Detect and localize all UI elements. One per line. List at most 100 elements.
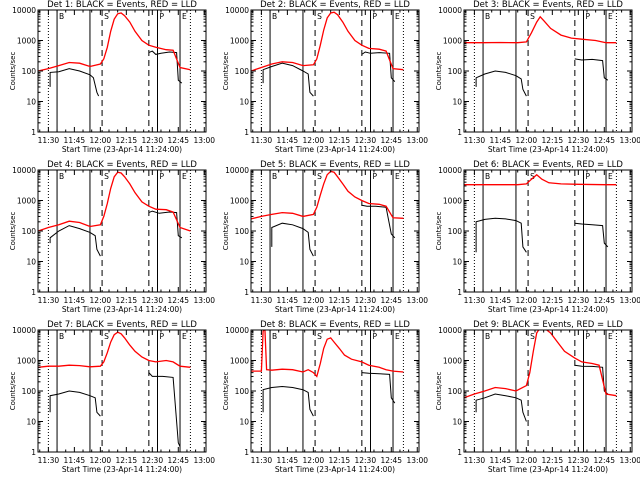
series-events-segment-1 xyxy=(271,222,314,257)
y-tick-label: 10 xyxy=(452,98,462,107)
axes-frame xyxy=(250,169,420,293)
x-tick-label: 11:45 xyxy=(490,136,512,145)
series-events-segment-2 xyxy=(148,50,183,84)
x-tick-label: 12:00 xyxy=(303,296,325,305)
y-tick-label: 1000 xyxy=(230,197,249,206)
y-tick-label: 100 xyxy=(22,67,37,76)
y-tick-label: 10 xyxy=(26,258,36,267)
series-lld-segment-1 xyxy=(38,171,191,232)
series-events-segment-2 xyxy=(574,222,609,248)
y-tick-label: 100 xyxy=(22,387,37,396)
plot-area xyxy=(251,330,404,417)
x-tick-label: 11:45 xyxy=(277,456,299,465)
marker-b: B xyxy=(59,332,64,341)
marker-s: S xyxy=(317,332,322,341)
plot-area xyxy=(464,15,617,97)
x-tick-label: 12:45 xyxy=(593,296,615,305)
y-tick-label: 10 xyxy=(452,258,462,267)
x-tick-label: 11:30 xyxy=(251,136,273,145)
series-lld-segment-1 xyxy=(251,330,404,378)
x-tick-label: 11:45 xyxy=(64,296,86,305)
y-tick-label: 1000 xyxy=(443,357,462,366)
x-tick-label: 12:15 xyxy=(542,456,564,465)
x-tick-label: 11:30 xyxy=(38,296,60,305)
x-tick-label: 12:15 xyxy=(329,136,351,145)
x-tick-label: 11:30 xyxy=(251,296,273,305)
series-events-segment-2 xyxy=(361,51,396,82)
series-lld-segment-1 xyxy=(464,330,617,399)
y-tick-label: 10000 xyxy=(438,326,462,335)
x-tick-label: 11:45 xyxy=(490,456,512,465)
x-tick-label: 11:30 xyxy=(38,136,60,145)
x-tick-label: 12:15 xyxy=(542,136,564,145)
panel-det-3: Det 3: BLACK = Events, RED = LLD B S P E 1 10 1… xyxy=(435,0,640,154)
x-tick-label: 13:00 xyxy=(406,296,428,305)
x-tick-label: 11:30 xyxy=(464,136,486,145)
x-tick-label: 12:00 xyxy=(516,296,538,305)
y-tick-label: 100 xyxy=(22,227,37,236)
marker-s: S xyxy=(530,12,535,21)
panel-title: Det 4: BLACK = Events, RED = LLD xyxy=(47,160,197,170)
y-axis-label: Counts/sec xyxy=(9,52,17,91)
y-tick-label: 10000 xyxy=(12,6,36,15)
x-tick-label: 13:00 xyxy=(619,456,640,465)
marker-b: B xyxy=(485,12,490,21)
x-tick-label: 12:45 xyxy=(167,296,189,305)
marker-p: P xyxy=(586,12,591,21)
marker-e: E xyxy=(608,12,613,21)
y-tick-label: 10000 xyxy=(225,326,249,335)
marker-s: S xyxy=(104,172,109,181)
axes-frame xyxy=(463,9,633,133)
y-tick-label: 10000 xyxy=(225,6,249,15)
x-tick-label: 12:45 xyxy=(167,456,189,465)
marker-p: P xyxy=(373,332,378,341)
series-events-segment-2 xyxy=(148,210,183,239)
y-tick-label: 10000 xyxy=(12,166,36,175)
panel-title: Det 7: BLACK = Events, RED = LLD xyxy=(47,320,197,330)
x-tick-label: 12:45 xyxy=(380,136,402,145)
y-tick-label: 100 xyxy=(235,227,250,236)
panel-det-1: Det 1: BLACK = Events, RED = LLD B S P E 1 10 1… xyxy=(9,0,215,154)
axes-frame xyxy=(37,9,207,133)
series-events-segment-2 xyxy=(361,372,396,404)
y-tick-label: 10000 xyxy=(12,326,36,335)
panel-title: Det 6: BLACK = Events, RED = LLD xyxy=(473,160,623,170)
x-tick-label: 12:30 xyxy=(354,296,376,305)
marker-s: S xyxy=(104,12,109,21)
marker-p: P xyxy=(373,12,378,21)
x-tick-label: 11:30 xyxy=(464,296,486,305)
panel-det-5: Det 5: BLACK = Events, RED = LLD B S P E 1 10 1… xyxy=(222,160,428,314)
series-events-segment-1 xyxy=(475,393,527,422)
x-tick-label: 12:00 xyxy=(516,456,538,465)
panel-det-9: Det 9: BLACK = Events, RED = LLD B S P E 1 10 1… xyxy=(435,320,640,474)
y-tick-label: 1 xyxy=(244,288,249,297)
x-tick-label: 13:00 xyxy=(406,456,428,465)
marker-p: P xyxy=(160,172,165,181)
marker-s: S xyxy=(104,332,109,341)
panel-det-6: Det 6: BLACK = Events, RED = LLD B S P E 1 10 1… xyxy=(435,160,640,314)
x-tick-label: 13:00 xyxy=(619,296,640,305)
x-axis-label: Start Time (23-Apr-14 11:24:00) xyxy=(62,145,182,154)
x-tick-label: 12:30 xyxy=(354,456,376,465)
y-tick-label: 1000 xyxy=(17,197,36,206)
panel-det-7: Det 7: BLACK = Events, RED = LLD B S P E 1 10 1… xyxy=(9,320,215,474)
series-events-segment-2 xyxy=(574,58,609,81)
x-tick-label: 12:15 xyxy=(329,456,351,465)
x-tick-label: 13:00 xyxy=(619,136,640,145)
y-tick-label: 1 xyxy=(31,448,36,457)
y-tick-label: 1 xyxy=(31,288,36,297)
x-tick-label: 12:45 xyxy=(593,136,615,145)
plot-area xyxy=(38,171,191,257)
marker-b: B xyxy=(272,12,277,21)
x-axis-label: Start Time (23-Apr-14 11:24:00) xyxy=(488,465,608,474)
series-lld-segment-1 xyxy=(464,173,617,186)
marker-e: E xyxy=(182,12,187,21)
axes-frame xyxy=(37,169,207,293)
series-lld-segment-1 xyxy=(251,11,404,72)
marker-e: E xyxy=(395,12,400,21)
y-tick-label: 100 xyxy=(448,387,463,396)
marker-s: S xyxy=(530,332,535,341)
marker-p: P xyxy=(373,172,378,181)
x-axis-label: Start Time (23-Apr-14 11:24:00) xyxy=(488,145,608,154)
